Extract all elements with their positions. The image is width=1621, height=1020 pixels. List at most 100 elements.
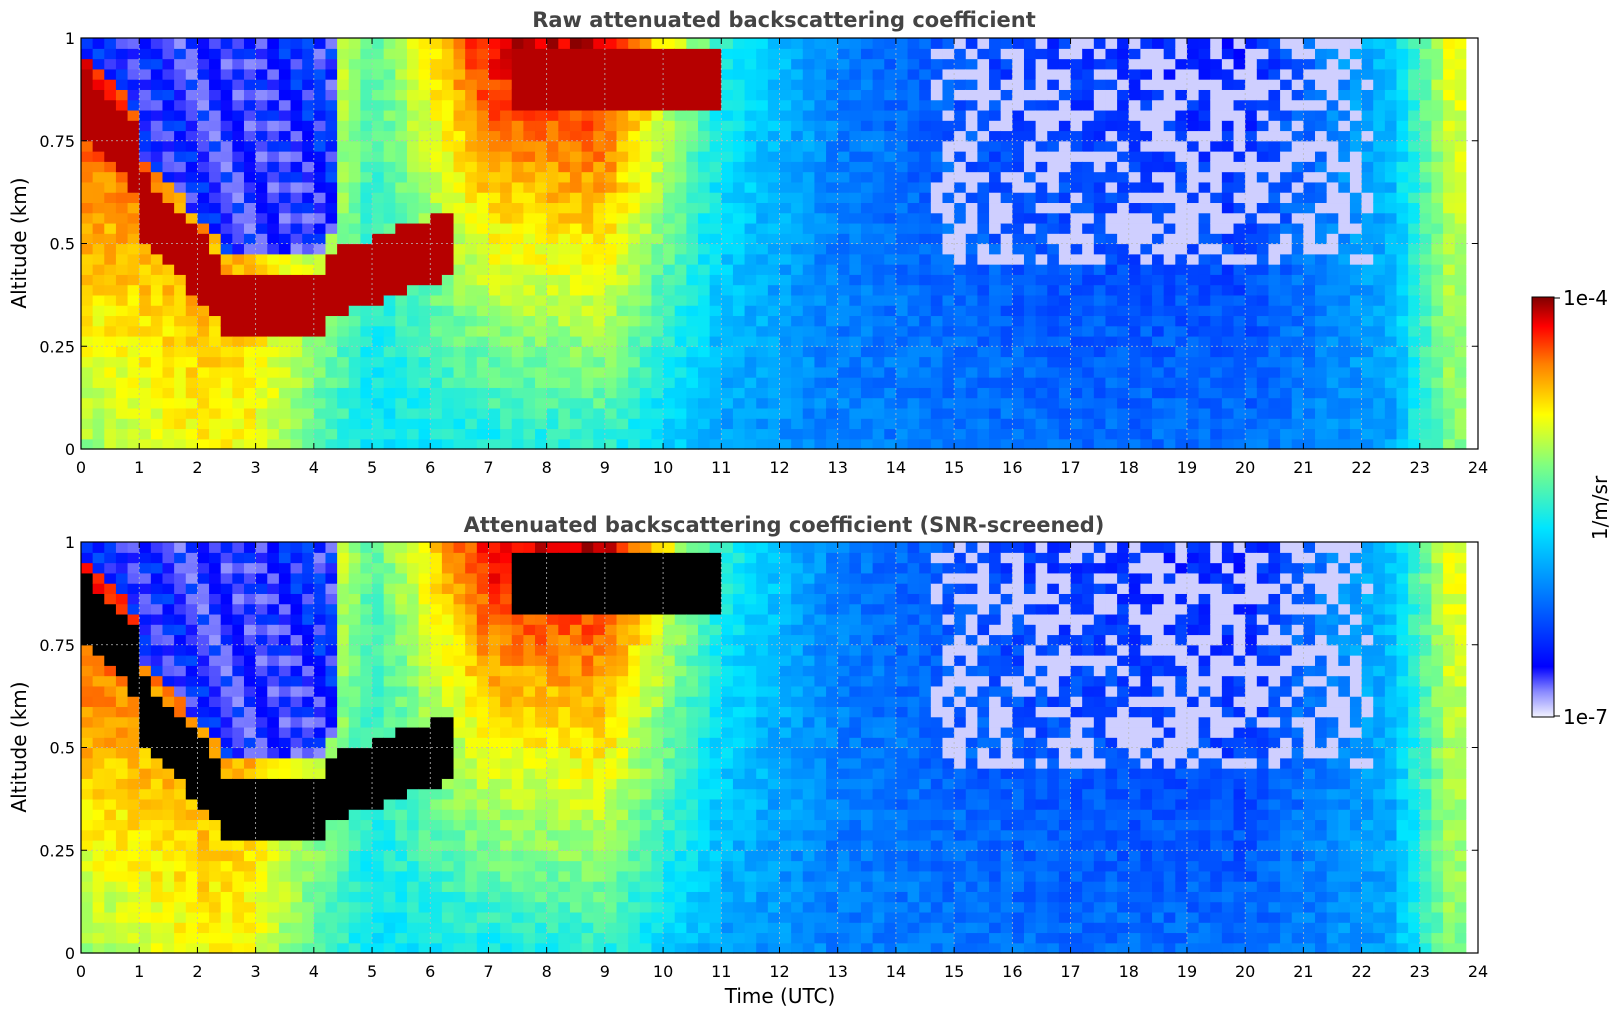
heatmap-cell (919, 243, 932, 255)
heatmap-cell (1326, 346, 1339, 358)
heatmap-cell (1280, 212, 1293, 224)
heatmap-cell (860, 109, 874, 121)
heatmap-cell (1221, 264, 1235, 275)
heatmap-cell (383, 325, 396, 337)
heatmap-cell (476, 171, 490, 183)
heatmap-cell (511, 366, 524, 378)
heatmap-cell (977, 243, 990, 255)
heatmap-cell (1454, 140, 1467, 152)
heatmap-cell (383, 315, 396, 327)
heatmap-cell (791, 294, 804, 306)
heatmap-cell (174, 202, 187, 214)
heatmap-cell (1210, 366, 1223, 378)
heatmap-cell (872, 79, 885, 90)
heatmap-cell (1105, 438, 1118, 450)
heatmap-cell (465, 274, 478, 286)
heatmap-cell (1443, 130, 1456, 142)
heatmap-cell (1163, 68, 1176, 80)
heatmap-cell (1431, 366, 1444, 378)
heatmap-cell (860, 192, 874, 204)
heatmap-cell (1245, 315, 1258, 327)
heatmap-cell (220, 335, 233, 347)
heatmap-cell (1396, 346, 1409, 358)
heatmap-cell (814, 438, 827, 450)
heatmap-cell (511, 294, 524, 306)
heatmap-cell (872, 428, 885, 440)
heatmap-cell (1140, 253, 1153, 265)
heatmap-cell (1245, 109, 1258, 121)
heatmap-cell (139, 58, 152, 70)
heatmap-cell (616, 38, 629, 49)
heatmap-cell (1245, 325, 1258, 337)
heatmap-cell (942, 212, 955, 224)
heatmap-cell (511, 161, 524, 173)
heatmap-cell (849, 335, 862, 347)
heatmap-cell (243, 366, 257, 378)
heatmap-cell (837, 294, 850, 306)
heatmap-cell (1384, 346, 1398, 358)
heatmap-cell (1315, 356, 1328, 368)
heatmap-cell (930, 151, 944, 162)
heatmap-cell (860, 294, 874, 306)
heatmap-cell (406, 325, 420, 337)
heatmap-cell (965, 222, 979, 234)
heatmap-cell (267, 294, 280, 306)
heatmap-cell (1210, 68, 1223, 80)
heatmap-cell (674, 48, 687, 60)
heatmap-cell (325, 264, 338, 275)
heatmap-cell (919, 335, 932, 347)
heatmap-cell (360, 325, 373, 337)
heatmap-cell (1361, 161, 1374, 173)
heatmap-cell (1431, 387, 1444, 399)
heatmap-cell (535, 120, 548, 132)
heatmap-cell (884, 38, 897, 49)
heatmap-cell (814, 48, 827, 60)
heatmap-cell (337, 284, 350, 296)
heatmap-cell (814, 377, 827, 388)
heatmap-cell (837, 120, 850, 132)
heatmap-cell (698, 99, 711, 111)
heatmap-cell (663, 418, 676, 430)
heatmap-cell (465, 387, 478, 399)
heatmap-cell (81, 809, 94, 821)
heatmap-cell (1338, 315, 1351, 327)
heatmap-cell (232, 397, 245, 409)
heatmap-cell (1315, 212, 1328, 224)
heatmap-cell (1058, 253, 1072, 265)
heatmap-cell (430, 346, 443, 358)
heatmap-cell (1082, 68, 1095, 80)
heatmap-cell (139, 305, 152, 317)
heatmap-cell (500, 48, 513, 60)
heatmap-cell (1315, 284, 1328, 296)
heatmap-cell (1221, 181, 1235, 193)
heatmap-cell (1186, 202, 1200, 214)
heatmap-cell (663, 366, 676, 378)
heatmap-cell (1303, 335, 1316, 347)
heatmap-cell (1163, 284, 1176, 296)
heatmap-cell (395, 243, 408, 255)
heatmap-cell (744, 387, 757, 399)
heatmap-cell (383, 161, 396, 173)
heatmap-cell (1466, 222, 1479, 234)
heatmap-cell (604, 253, 618, 265)
heatmap-cell (744, 38, 757, 49)
heatmap-cell (698, 264, 711, 275)
heatmap-cell (1070, 418, 1083, 430)
heatmap-cell (1140, 48, 1153, 60)
heatmap-cell (348, 151, 361, 162)
heatmap-cell (150, 79, 164, 90)
heatmap-cell (837, 58, 850, 70)
heatmap-cell (267, 202, 280, 214)
heatmap-cell (255, 377, 268, 388)
heatmap-cell (1233, 407, 1246, 419)
heatmap-cell (1000, 438, 1013, 450)
heatmap-cell (255, 161, 268, 173)
heatmap-cell (674, 397, 687, 409)
heatmap-cell (92, 284, 105, 296)
heatmap-cell (453, 79, 466, 90)
heatmap-cell (1419, 428, 1433, 440)
heatmap-cell (1175, 346, 1188, 358)
heatmap-cell (267, 79, 280, 90)
heatmap-cell (1396, 438, 1409, 450)
heatmap-cell (139, 397, 152, 409)
